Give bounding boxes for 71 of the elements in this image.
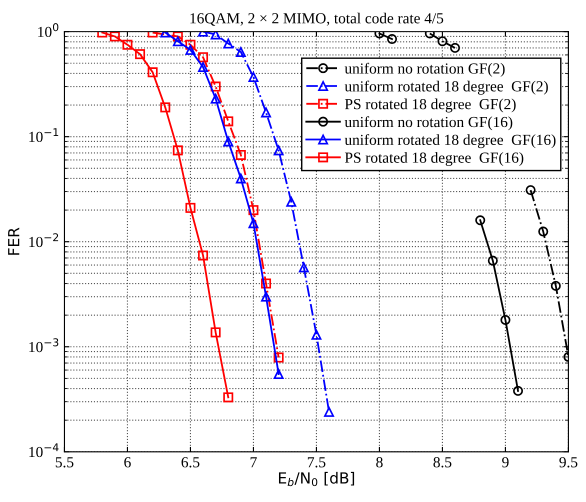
point [286, 196, 296, 207]
point [550, 280, 561, 291]
point [223, 136, 234, 146]
point [223, 38, 234, 49]
chart-title: 16QAM, 2 × 2 MIMO, total code rate 4/5 [190, 12, 444, 26]
y-tick-label: 10$^{−4}$ [29, 443, 59, 458]
point [210, 94, 221, 104]
point [311, 330, 322, 340]
point [135, 49, 146, 60]
x-tick-label: 5.5 [56, 457, 74, 468]
x-tick-label: 6.5 [182, 457, 200, 468]
point [160, 102, 170, 112]
x-tick-label: 8.5 [433, 457, 452, 468]
point [475, 215, 486, 226]
x-axis-title: E$_{b}$/N$_{0}$ [dB] [278, 472, 354, 486]
x-tick-label: 8 [376, 457, 383, 468]
point [248, 218, 258, 228]
legend-label: uniform rotated 18 degree GF(2) [344, 80, 548, 95]
x-tick-label: 9 [502, 457, 509, 468]
point [298, 262, 309, 272]
point [185, 44, 196, 55]
point [387, 34, 398, 44]
point [223, 116, 234, 126]
y-tick-label: 10$^{−2}$ [29, 233, 58, 248]
x-tick-label: 6 [124, 457, 131, 468]
point [274, 369, 284, 380]
point [274, 352, 284, 363]
point [198, 250, 208, 260]
point [261, 107, 272, 118]
x-tick-label: 7 [250, 457, 257, 468]
point [261, 292, 272, 302]
legend-label: uniform rotated 18 degree GF(16) [344, 134, 556, 148]
point [148, 67, 158, 78]
point [198, 52, 208, 62]
legend-label: uniform no rotation GF(2) [344, 62, 505, 77]
y-tick-label: 10$^{−1}$ [29, 128, 58, 142]
point [122, 40, 132, 50]
point [437, 36, 448, 46]
point [110, 32, 120, 42]
point [513, 386, 524, 396]
point [210, 82, 221, 92]
point [450, 42, 460, 53]
point [488, 256, 498, 266]
point [500, 314, 510, 325]
point [236, 173, 246, 184]
point [236, 150, 246, 160]
point [324, 406, 334, 417]
legend-label: uniform no rotation GF(16) [344, 116, 512, 130]
point [223, 392, 234, 402]
point [185, 40, 196, 50]
point [248, 205, 258, 216]
point [210, 32, 221, 40]
point [261, 278, 272, 289]
point [172, 36, 183, 46]
x-tick-label: 7.5 [308, 457, 326, 468]
point [198, 62, 208, 72]
y-tick-label: 10$^{0}$ [38, 23, 58, 38]
point [210, 327, 221, 338]
legend-label: PS rotated 18 degree GF(2) [344, 98, 516, 112]
point [526, 185, 536, 196]
point [172, 32, 183, 42]
point [274, 145, 284, 156]
point [185, 202, 196, 213]
point [248, 72, 258, 82]
x-tick-label: 9.5 [559, 457, 578, 468]
legend-label: PS rotated 18 degree GF(16) [344, 152, 524, 166]
point [172, 145, 183, 156]
y-tick-label: 10$^{−3}$ [29, 338, 58, 352]
point [236, 46, 246, 57]
point [538, 226, 548, 237]
y-axis-title: FER [8, 228, 20, 255]
